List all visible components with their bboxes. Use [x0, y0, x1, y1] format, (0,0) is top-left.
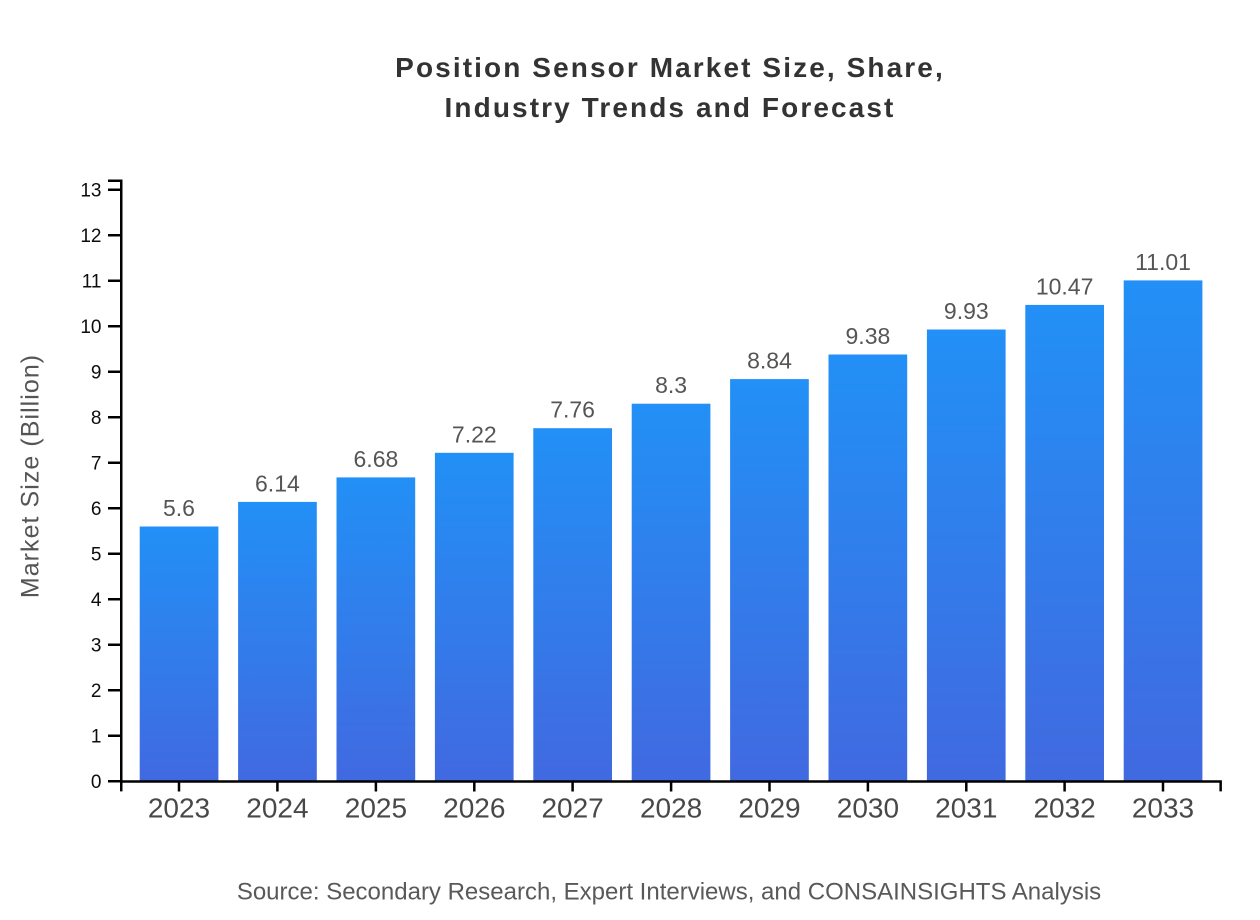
svg-text:4: 4: [91, 590, 102, 611]
svg-text:2024: 2024: [246, 793, 308, 824]
svg-text:0: 0: [91, 772, 102, 793]
svg-text:2025: 2025: [345, 793, 407, 824]
svg-text:2: 2: [91, 681, 102, 702]
svg-text:9: 9: [91, 362, 102, 383]
svg-text:7: 7: [91, 453, 102, 474]
svg-text:11: 11: [82, 271, 102, 292]
svg-text:7.76: 7.76: [550, 397, 595, 423]
svg-text:2032: 2032: [1033, 793, 1095, 824]
svg-text:13: 13: [80, 180, 101, 201]
svg-text:2027: 2027: [541, 793, 603, 824]
svg-text:6.14: 6.14: [255, 470, 300, 496]
svg-text:Position Sensor Market Size, S: Position Sensor Market Size, Share,: [395, 52, 945, 83]
svg-text:6: 6: [91, 499, 102, 520]
svg-text:8.84: 8.84: [747, 348, 792, 374]
svg-text:2033: 2033: [1132, 793, 1194, 824]
svg-text:9.38: 9.38: [846, 323, 891, 349]
svg-text:1: 1: [91, 726, 102, 747]
svg-text:2031: 2031: [935, 793, 997, 824]
svg-text:2023: 2023: [148, 793, 210, 824]
svg-text:Market Size (Billion): Market Size (Billion): [17, 354, 45, 598]
svg-text:3: 3: [91, 635, 102, 656]
svg-text:7.22: 7.22: [452, 421, 497, 447]
svg-text:2030: 2030: [837, 793, 899, 824]
svg-text:6.68: 6.68: [354, 446, 399, 472]
svg-text:9.93: 9.93: [944, 298, 989, 324]
svg-text:10: 10: [80, 317, 101, 338]
svg-text:2029: 2029: [738, 793, 800, 824]
svg-text:2028: 2028: [640, 793, 702, 824]
svg-text:5: 5: [91, 544, 102, 565]
svg-text:8: 8: [91, 408, 102, 429]
svg-text:12: 12: [80, 226, 101, 247]
svg-text:2026: 2026: [443, 793, 505, 824]
svg-text:10.47: 10.47: [1036, 273, 1094, 299]
svg-text:Source: Secondary Research, Ex: Source: Secondary Research, Expert Inter…: [237, 879, 1101, 906]
svg-text:11.01: 11.01: [1135, 249, 1191, 275]
svg-text:5.6: 5.6: [163, 495, 195, 521]
svg-text:Industry Trends and Forecast: Industry Trends and Forecast: [445, 92, 896, 123]
svg-text:8.3: 8.3: [655, 372, 687, 398]
